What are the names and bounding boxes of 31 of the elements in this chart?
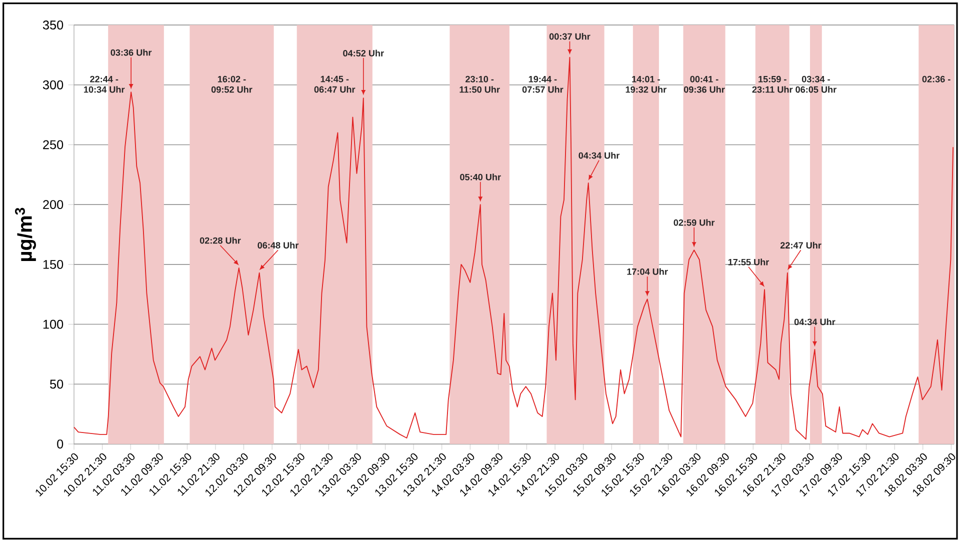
y-tick-label: 0 xyxy=(57,440,64,448)
annotation: 05:40 Uhr xyxy=(460,174,501,180)
band-label: 14:45 - 06:47 Uhr xyxy=(314,76,356,93)
y-tick-label: 200 xyxy=(43,200,64,210)
annotation: 04:52 Uhr xyxy=(343,50,384,56)
y-tick-label: 350 xyxy=(42,20,64,30)
y-tick-label: 150 xyxy=(43,260,64,269)
band-label: 03:34 - 06:05 Uhr xyxy=(796,76,836,93)
band-label: 00:41 - 09:36 Uhr xyxy=(684,76,725,93)
band-label: 22:44 - 10:34 Uhr xyxy=(84,76,125,93)
y-tick-label: 300 xyxy=(42,80,64,90)
band-label: 19:44 - 07:57 Uhr xyxy=(522,76,564,93)
band-label: 16:02 - 09:52 Uhr xyxy=(211,76,252,93)
band-label: 14:01 - 19:32 Uhr xyxy=(626,76,666,93)
annotation: 17:55 Uhr xyxy=(728,258,770,266)
band-label: 02:36 - xyxy=(922,76,950,82)
annotation: 00:37 Uhr xyxy=(549,33,590,40)
annotation: 22:47 Uhr xyxy=(780,242,822,249)
annotation: 04:34 Uhr xyxy=(794,318,836,326)
band-label: 23:10 - 11:50 Uhr xyxy=(460,76,500,93)
y-tick-label: 100 xyxy=(43,320,64,329)
annotation: 17:04 Uhr xyxy=(627,268,668,275)
band-label: 15:59 - 23:11 Uhr xyxy=(752,76,793,93)
annotation: 02:28 Uhr xyxy=(200,237,241,244)
annotation: 03:36 Uhr xyxy=(110,49,152,56)
annotation: 04:34 Uhr xyxy=(578,152,620,159)
y-axis-title: µg/m$^{3}$ xyxy=(15,208,36,261)
annotation: 06:48 Uhr xyxy=(258,242,299,249)
y-tick-label: 50 xyxy=(50,380,64,389)
annotation: 02:59 Uhr xyxy=(674,219,715,226)
y-tick-label: 250 xyxy=(43,140,64,150)
